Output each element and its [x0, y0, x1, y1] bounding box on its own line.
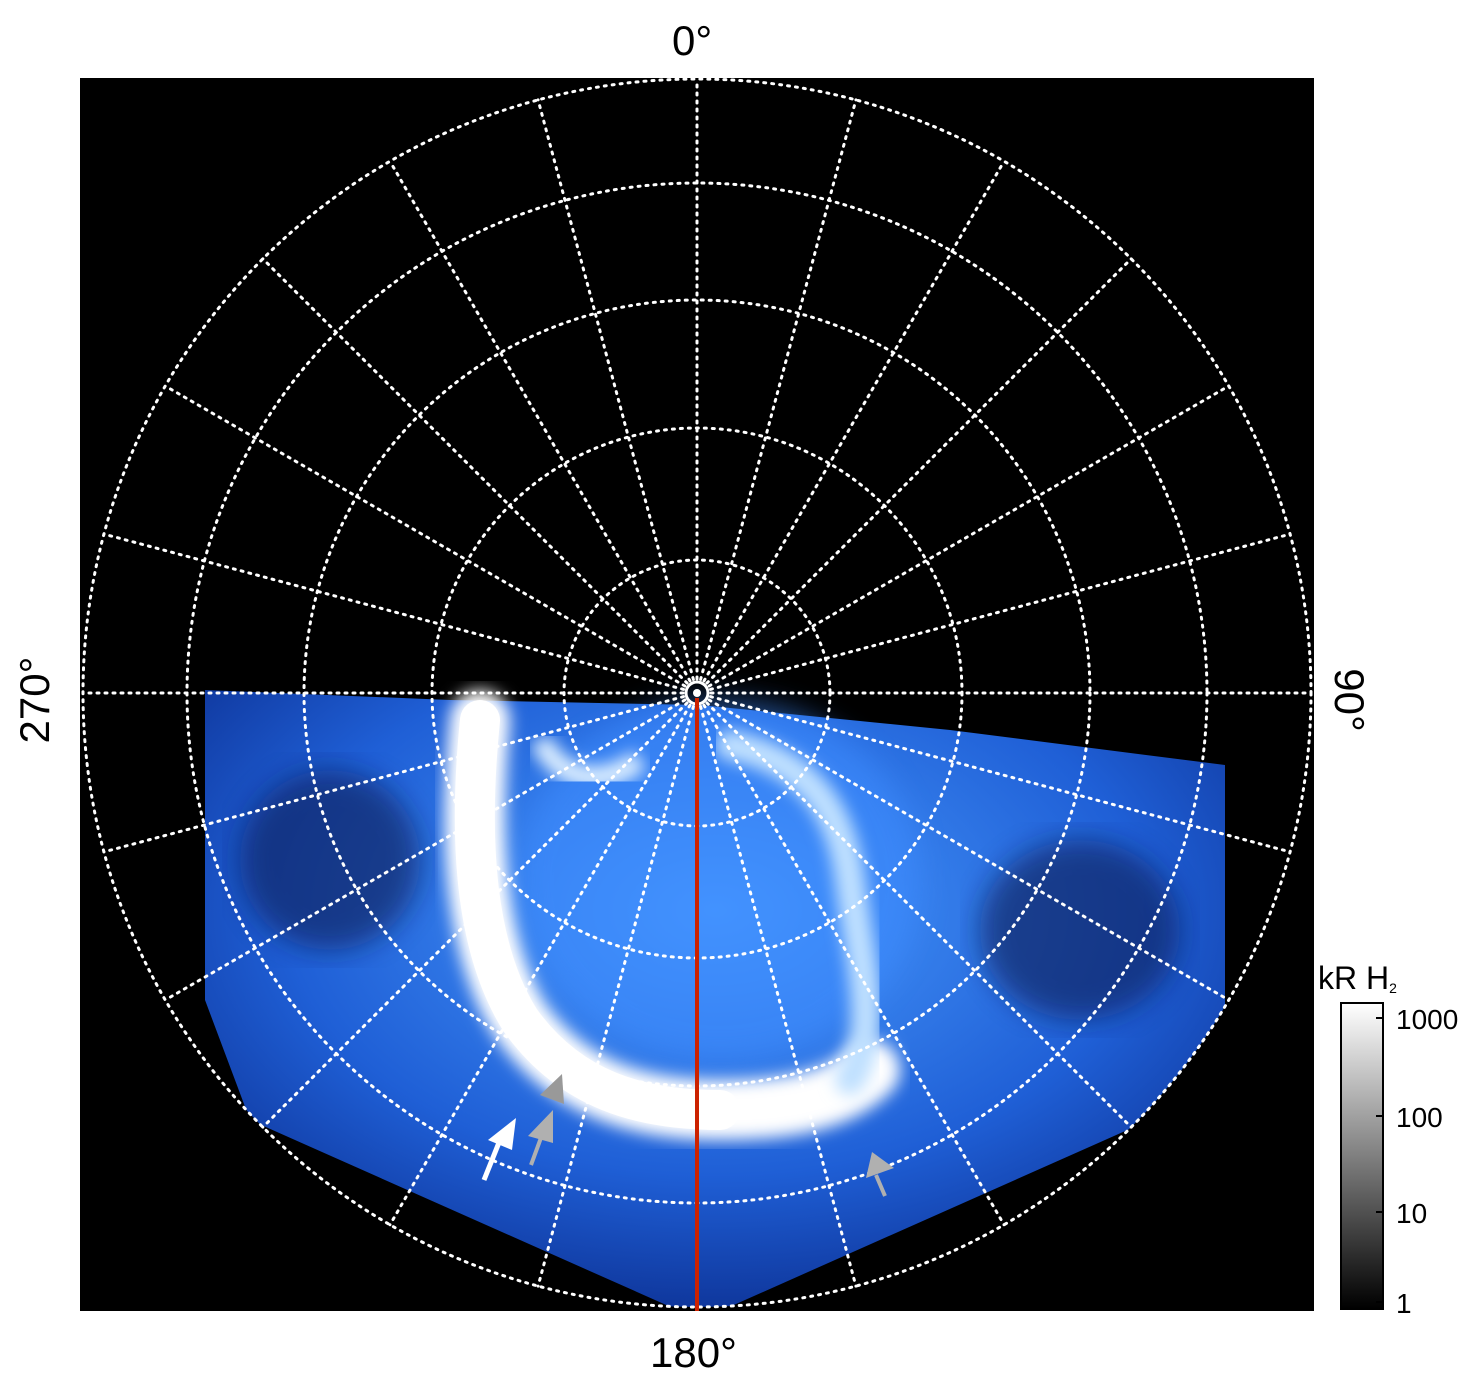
grid-circle — [81, 77, 1313, 1309]
colorbar-tick-label: 1000 — [1396, 1004, 1459, 1035]
pole-dot — [693, 689, 701, 697]
axis-label-90deg: 90° — [1326, 668, 1373, 732]
colorbar-tick-label: 10 — [1396, 1198, 1428, 1229]
colorbar-title-subscript: 2 — [1389, 980, 1397, 996]
arrow-white — [481, 1118, 516, 1181]
colorbar — [1340, 1002, 1384, 1310]
axis-label-0deg: 0° — [672, 17, 713, 64]
colorbar-title: kR H2 — [1318, 960, 1397, 997]
dark-region-left — [240, 770, 420, 950]
colorbar-title-text: kR H — [1318, 960, 1390, 996]
arrow-grey-1 — [528, 1110, 553, 1166]
axis-label-180deg: 180° — [650, 1329, 737, 1376]
colorbar-tick-label: 100 — [1396, 1102, 1443, 1133]
colorbar-ticks — [1376, 1017, 1383, 1303]
axis-label-270deg: 270° — [11, 656, 58, 744]
dusk-arc — [715, 730, 881, 1095]
arrow-grey-2 — [540, 1074, 564, 1104]
main-oval-core — [454, 700, 740, 1130]
upper-bright-patch — [530, 734, 647, 789]
arrow-grey-3 — [866, 1152, 894, 1197]
colorbar-tick-label: 1 — [1396, 1288, 1412, 1319]
